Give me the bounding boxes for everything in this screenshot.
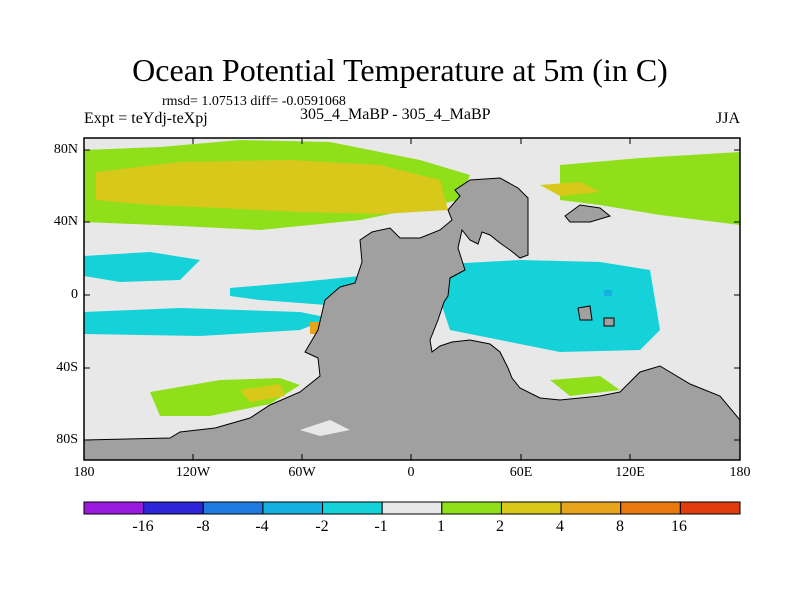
colorbar-label: 2 (496, 518, 504, 535)
x-tick-label: 60E (509, 465, 533, 480)
y-tick-label: 80N (53, 142, 78, 157)
colorbar-swatch (322, 501, 383, 515)
land-small-island (603, 317, 615, 327)
colorbar-swatch (500, 501, 562, 515)
colorbar-label: -1 (374, 518, 388, 535)
colorbar-swatch (202, 501, 264, 515)
colorbar-swatch (620, 501, 681, 515)
experiment-label: Expt = teYdj-teXpj (84, 110, 208, 127)
y-tick-label: 80S (56, 432, 78, 447)
land-asia (564, 204, 612, 223)
x-tick-label: 180 (729, 465, 751, 480)
cyan-east-region (440, 260, 660, 352)
colorbar-swatch (560, 501, 622, 515)
green-south-patch-3 (550, 376, 620, 396)
land-americas-europe-africa (83, 177, 741, 461)
case-label: 305_4_MaBP - 305_4_MaBP (300, 106, 491, 123)
land-indonesia (577, 305, 593, 321)
colorbar-label: -8 (196, 518, 210, 535)
y-tick-label: 40S (56, 360, 78, 375)
colorbar-swatch (441, 501, 502, 515)
colorbar-swatch (143, 501, 204, 515)
x-tick-label: 180 (73, 465, 95, 480)
colorbar-swatch (83, 501, 145, 515)
x-tick-label: 120E (615, 465, 645, 480)
colorbar-swatch (679, 501, 741, 515)
y-tick-label: 40N (53, 214, 78, 229)
yellow-south-patch (240, 384, 285, 402)
colorbar-label: 1 (437, 518, 445, 535)
y-ticks (84, 149, 740, 441)
blue-small-patch-2 (604, 290, 612, 296)
season-label: JJA (716, 110, 741, 127)
colorbar-label: -16 (132, 518, 154, 535)
colorbar-label: 8 (616, 518, 624, 535)
colorbar-swatch (381, 501, 443, 515)
land-south-inlet-a (300, 420, 350, 436)
colorbar-label: -4 (255, 518, 269, 535)
colorbar-label: 4 (556, 518, 564, 535)
cyan-south-band (84, 308, 330, 336)
x-tick-label: 120W (175, 465, 211, 480)
colorbar-label: 16 (671, 518, 687, 535)
x-tick-label: 0 (407, 465, 415, 480)
green-north-pacific-east (560, 152, 740, 225)
rmsd-diff-stats: rmsd= 1.07513 diff= -0.0591068 (162, 94, 346, 109)
colorbar-label: -2 (315, 518, 329, 535)
plot-frame (83, 137, 741, 461)
cyan-northwest-patch (84, 252, 200, 282)
colorbar-swatch (262, 501, 324, 515)
map-title: Ocean Potential Temperature at 5m (in C) (132, 52, 668, 88)
yellow-north-patch (96, 160, 448, 214)
x-ticks (83, 138, 741, 460)
colorbar (83, 501, 741, 515)
yellow-small-patch (540, 182, 600, 196)
y-tick-label: 0 (71, 287, 78, 302)
x-tick-label: 60W (288, 465, 316, 480)
